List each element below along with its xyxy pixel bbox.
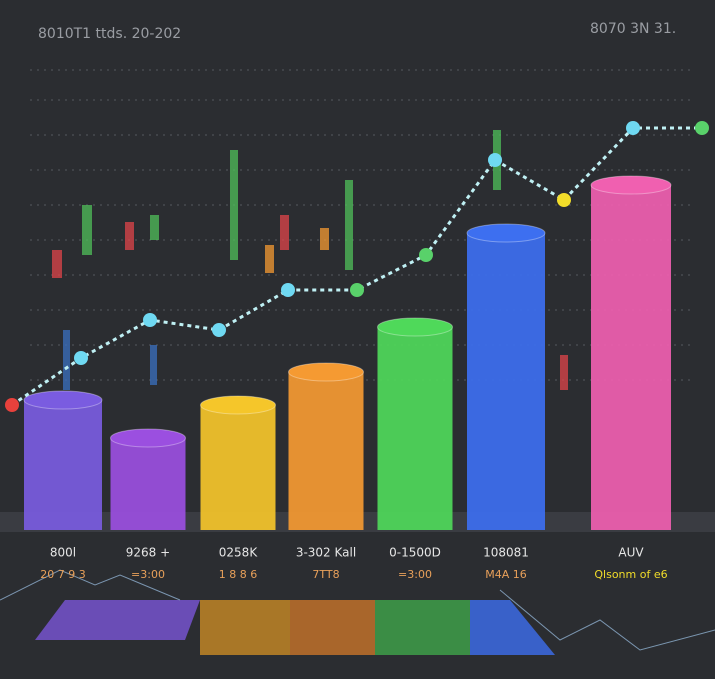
- bar-cap: [590, 175, 672, 195]
- category-label: 3-302 Kall: [296, 546, 356, 560]
- bar-cap: [466, 223, 546, 243]
- trend-point: [212, 323, 226, 337]
- bar: [288, 372, 364, 530]
- category-label: 9268 +: [126, 546, 170, 560]
- trend-point: [557, 193, 571, 207]
- bottom-panel: [0, 569, 715, 655]
- bar-cap: [110, 428, 186, 448]
- trend-point: [74, 351, 88, 365]
- bar: [377, 327, 453, 530]
- trend-point: [626, 121, 640, 135]
- header-text: 8070 3N 31.: [590, 21, 676, 37]
- trend-point: [419, 248, 433, 262]
- bar: [591, 185, 671, 530]
- bar-cap: [200, 395, 276, 415]
- trend-point: [488, 153, 502, 167]
- note-label: =3:00: [398, 568, 432, 581]
- category-label: 800l: [50, 546, 76, 560]
- bar: [200, 405, 276, 530]
- header-text: 8010T1 ttds. 20-202: [38, 26, 181, 42]
- bar-cap: [288, 362, 364, 382]
- bar: [467, 233, 545, 530]
- trend-point: [5, 398, 19, 412]
- trend-point: [143, 313, 157, 327]
- bar-cap: [23, 390, 103, 410]
- category-label: 0-1500D: [389, 546, 441, 560]
- trend-line: [11, 126, 702, 407]
- bar-cap: [377, 317, 453, 337]
- note-label: =3:00: [131, 568, 165, 581]
- note-label: 1 8 8 6: [219, 568, 257, 581]
- bar: [24, 400, 102, 530]
- trend-point: [695, 121, 709, 135]
- note-label: 7TT8: [312, 568, 339, 581]
- note-label: Qlsonm of e6: [594, 568, 667, 581]
- note-label: M4A 16: [485, 568, 527, 581]
- bar: [110, 438, 186, 530]
- category-label: 108081: [483, 546, 529, 560]
- note-label: 20 7 9 3: [40, 568, 85, 581]
- category-label: 0258K: [219, 546, 259, 560]
- trend-point: [350, 283, 364, 297]
- trend-point: [281, 283, 295, 297]
- category-label: AUV: [618, 546, 644, 560]
